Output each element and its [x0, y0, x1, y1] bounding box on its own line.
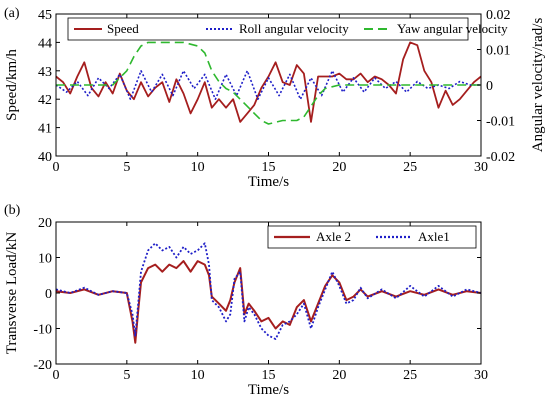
panel-a-x-tick-label-6: 30 — [474, 160, 488, 175]
panel-a-right-tick-label-3: 0.01 — [486, 44, 511, 59]
panel-b-legend: Axle 2 Axle1 — [267, 225, 477, 249]
panel-b-y-tick-label-0: -20 — [33, 358, 52, 373]
panel-a-left-tick-label-3: 43 — [38, 65, 52, 80]
panel-a-right-tick-label-4: 0.02 — [486, 8, 511, 23]
panel-a-left-axis-label: Speed/km/h — [4, 49, 20, 121]
panel-a-left-tick-label-5: 45 — [38, 8, 52, 23]
panel-b-legend-box — [267, 225, 477, 249]
panel-a-left-tick-label-4: 44 — [38, 36, 52, 51]
panel-a-legend-box — [67, 17, 469, 41]
panel-b-series-axle-2 — [55, 260, 482, 344]
panel-a-legend-label-0: Speed — [107, 21, 139, 36]
panel-a: (a) 0 5 10 15 20 25 30404142434445-0.02-0.0100… — [4, 6, 546, 190]
panel-a-right-tick-label-1: -0.01 — [486, 115, 515, 130]
panel-b-y-axis-label: Transverse Load/kN — [4, 232, 20, 355]
panel-a-right-tick-label-2: 0 — [486, 79, 493, 94]
panel-a-left-tick-label-1: 41 — [38, 122, 52, 137]
panel-b-x-tick-label-0: 0 — [53, 368, 60, 383]
panel-a-x-tick-label-1: 5 — [123, 160, 130, 175]
panel-b-x-tick-label-3: 15 — [262, 368, 276, 383]
panel-a-left-tick-label-2: 42 — [38, 93, 52, 108]
panel-b-series-axle1 — [55, 242, 482, 341]
panel-b-y-tick-label-4: 20 — [38, 216, 52, 231]
panel-a-x-tick-label-3: 15 — [262, 160, 276, 175]
panel-b-series-group — [55, 242, 482, 344]
panel-a-series-yaw-angular-velocity — [56, 41, 481, 125]
panel-a-legend-label-1: Roll angular velocity — [239, 21, 349, 36]
panel-b: (b) 0 5 10 15 20 25 30 -20 -10 0 10 20 Time/s Trans… — [4, 203, 488, 398]
panel-b-y-tick-label-2: 0 — [45, 287, 52, 302]
panel-a-x-axis-label: Time/s — [248, 174, 289, 190]
panel-b-y-tick-label-1: -10 — [33, 323, 52, 338]
panel-a-x-tick-label-4: 20 — [332, 160, 346, 175]
panel-b-ticks: 0 5 10 15 20 25 30 -20 -10 0 10 20 — [33, 216, 488, 383]
panel-a-label: (a) — [4, 6, 20, 21]
panel-a-right-tick-label-0: -0.02 — [486, 150, 515, 165]
panel-b-y-tick-label-3: 10 — [38, 252, 52, 267]
panel-b-label: (b) — [4, 203, 21, 218]
panel-b-x-tick-label-6: 30 — [474, 368, 488, 383]
panel-a-ticks: 0 5 10 15 20 25 30 40 41 42 43 44 45 -0.02 -0.01 0 0.01 0… — [38, 8, 515, 175]
panel-a-x-tick-label-2: 10 — [191, 160, 205, 175]
panel-b-x-axis-label: Time/s — [248, 382, 289, 398]
panel-b-x-tick-label-2: 10 — [191, 368, 205, 383]
panel-a-x-tick-label-5: 25 — [403, 160, 417, 175]
panel-a-legend-label-2: Yaw angular velocity — [397, 21, 508, 36]
panel-a-series-roll-angular-velocity — [55, 70, 481, 100]
panel-a-legend: Speed Roll angular velocity Yaw angular ve… — [67, 17, 508, 41]
panel-b-x-tick-label-5: 25 — [403, 368, 417, 383]
panel-a-series-group — [55, 41, 482, 125]
panel-b-x-tick-label-4: 20 — [332, 368, 346, 383]
panel-b-legend-label-0: Axle 2 — [316, 229, 351, 244]
panel-b-x-tick-label-1: 5 — [123, 368, 130, 383]
panel-b-legend-label-1: Axle1 — [418, 229, 450, 244]
panel-a-x-tick-label-0: 0 — [53, 160, 60, 175]
panel-a-right-axis-label: Angular velocity/rad/s — [530, 18, 546, 153]
panel-a-left-tick-label-0: 40 — [38, 150, 52, 165]
